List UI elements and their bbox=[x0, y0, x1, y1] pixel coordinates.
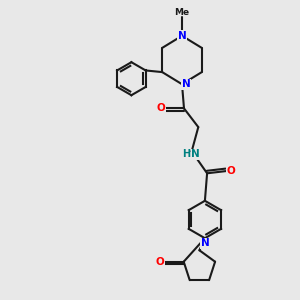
Text: H: H bbox=[182, 149, 190, 159]
Text: N: N bbox=[200, 238, 209, 248]
Text: N: N bbox=[182, 79, 190, 89]
Text: O: O bbox=[226, 166, 235, 176]
Text: Me: Me bbox=[174, 8, 190, 16]
Text: O: O bbox=[157, 103, 166, 113]
Text: O: O bbox=[156, 257, 164, 267]
Text: N: N bbox=[191, 149, 200, 159]
Text: N: N bbox=[178, 31, 186, 41]
